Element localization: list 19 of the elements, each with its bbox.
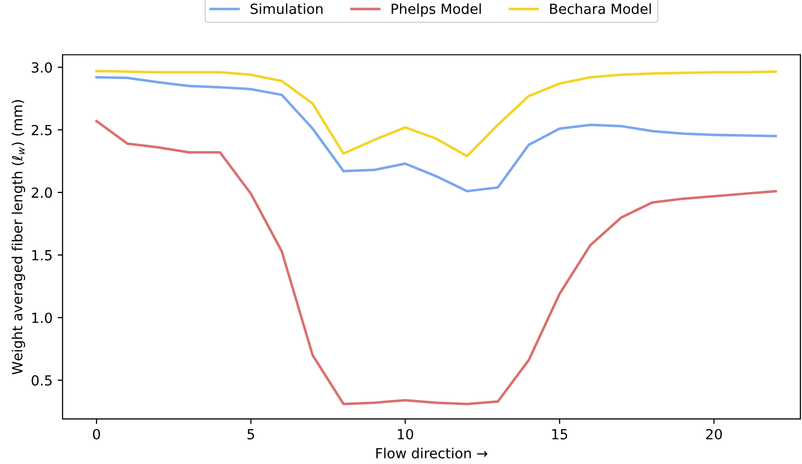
line-series <box>95 70 777 158</box>
x-tick-label: 0 <box>93 428 100 440</box>
x-axis-title: Flow direction → <box>376 448 488 458</box>
x-tick-label: 15 <box>552 429 568 440</box>
x-tick-label: 10 <box>398 428 414 440</box>
y-tick-label: 0.5 <box>32 375 52 386</box>
x-tick-label: 20 <box>706 428 722 440</box>
legend-label: Phelps Model <box>392 3 481 17</box>
y-tick-label: 2.0 <box>32 187 52 198</box>
y-tick-label: 3.0 <box>32 62 52 73</box>
legend-label: Bechara Model <box>550 3 651 14</box>
y-tick-label: 2.5 <box>32 124 52 136</box>
y-tick-label: 1.0 <box>32 312 52 324</box>
y-axis-title: Weight averaged fiber length (ℓ$_{w}$) (mm) <box>12 100 26 374</box>
line-series <box>95 120 777 406</box>
y-tick-label: 1.5 <box>32 250 52 260</box>
legend-label: Simulation <box>250 3 323 14</box>
x-tick-label: 5 <box>248 429 254 440</box>
line-series <box>95 76 777 192</box>
